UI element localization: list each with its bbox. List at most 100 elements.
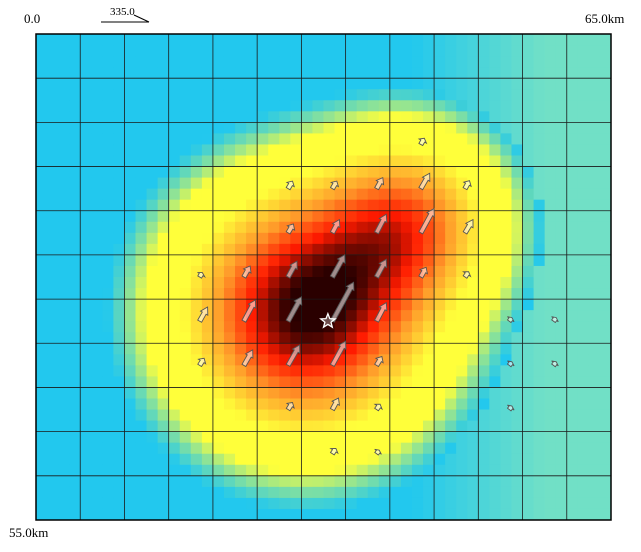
slip-cell (212, 67, 225, 79)
slip-cell (445, 453, 457, 466)
slip-cell (157, 464, 170, 477)
slip-cell (411, 332, 424, 344)
slip-cell (423, 133, 435, 146)
slip-cell (91, 34, 103, 46)
slip-cell (500, 155, 513, 168)
slip-cell (323, 431, 336, 444)
slip-cell (235, 78, 247, 90)
slip-cell (489, 409, 502, 422)
slip-cell (36, 243, 48, 256)
slip-cell (356, 111, 369, 123)
slip-cell (323, 420, 336, 433)
slip-cell (456, 67, 468, 79)
slip-cell (588, 100, 601, 112)
slip-cell (312, 133, 325, 146)
slip-cell (80, 199, 92, 212)
slip-cell (434, 122, 446, 135)
slip-cell (500, 453, 513, 466)
slip-cell (235, 332, 247, 344)
slip-cell (478, 497, 490, 510)
slip-cell (135, 387, 148, 400)
slip-cell (279, 376, 291, 389)
slip-cell (489, 277, 502, 289)
slip-cell (599, 265, 611, 278)
slip-cell (102, 100, 115, 112)
slip-cell (135, 78, 148, 90)
slip-cell (212, 387, 225, 400)
slip-cell (36, 89, 48, 101)
slip-cell (478, 89, 490, 101)
slip-cell (290, 354, 302, 366)
slip-cell (312, 155, 325, 168)
slip-cell (301, 89, 314, 101)
slip-cell (423, 310, 435, 322)
slip-cell (356, 221, 369, 234)
slip-cell (257, 453, 269, 466)
slip-cell (456, 409, 468, 422)
slip-cell (599, 221, 611, 234)
slip-cell (58, 299, 70, 311)
slip-cell (246, 133, 258, 146)
slip-cell (467, 398, 479, 411)
slip-cell (400, 67, 413, 79)
slip-cell (312, 299, 325, 311)
slip-cell (511, 420, 524, 433)
slip-cell (212, 475, 225, 488)
slip-cell (190, 89, 203, 101)
slip-cell (235, 343, 247, 355)
slip-cell (268, 420, 280, 433)
slip-cell (91, 144, 103, 157)
slip-cell (555, 376, 568, 389)
slip-cell (411, 67, 424, 79)
slip-cell (168, 277, 181, 289)
slip-cell (235, 310, 247, 322)
slip-cell (500, 166, 513, 179)
slip-cell (146, 409, 159, 422)
slip-cell (378, 89, 391, 101)
slip-cell (577, 166, 590, 179)
slip-cell (478, 376, 490, 389)
slip-cell (201, 155, 214, 168)
slip-cell (400, 254, 413, 267)
slip-cell (599, 133, 611, 146)
slip-cell (445, 343, 457, 355)
slip-cell (235, 288, 247, 300)
slip-cell (279, 321, 291, 333)
slip-cell (312, 343, 325, 355)
slip-cell (246, 111, 258, 123)
slip-cell (201, 299, 214, 311)
slip-cell (411, 420, 424, 433)
slip-cell (135, 310, 148, 322)
slip-cell (478, 277, 490, 289)
slip-cell (389, 475, 402, 488)
slip-cell (500, 277, 513, 289)
slip-cell (522, 376, 535, 389)
slip-cell (58, 376, 70, 389)
slip-cell (290, 486, 302, 499)
slip-cell (544, 78, 557, 90)
slip-cell (279, 464, 291, 477)
slip-cell (423, 34, 435, 46)
slip-cell (91, 56, 103, 68)
slip-vector-arrow-icon (285, 260, 298, 279)
slip-cell (588, 277, 601, 289)
slip-cell (467, 45, 479, 57)
slip-cell (124, 56, 137, 68)
slip-cell (500, 497, 513, 510)
slip-cell (246, 166, 258, 179)
slip-cell (190, 56, 203, 68)
slip-vector-arrow-icon (329, 281, 355, 323)
slip-cell (544, 431, 557, 444)
slip-cell (577, 387, 590, 400)
slip-cell (58, 420, 70, 433)
slip-cell (323, 475, 336, 488)
slip-cell (135, 56, 148, 68)
slip-cell (533, 221, 546, 234)
slip-cell (588, 243, 601, 256)
slip-cell (445, 67, 457, 79)
slip-cell (80, 409, 92, 422)
slip-cell (334, 144, 347, 157)
slip-cell (434, 365, 446, 378)
slip-cell (577, 354, 590, 366)
slip-cell (400, 387, 413, 400)
